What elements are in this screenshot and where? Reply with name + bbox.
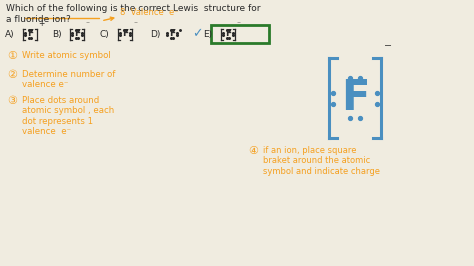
Text: B): B)	[52, 30, 62, 39]
Text: ✓: ✓	[192, 27, 202, 40]
Bar	[211, 25, 269, 43]
Text: F: F	[27, 30, 33, 39]
Text: Which of the following is the correct Lewis  structure for: Which of the following is the correct Le…	[6, 4, 261, 13]
Text: ④: ④	[248, 146, 258, 156]
Text: Determine number of
valence e⁻: Determine number of valence e⁻	[22, 70, 115, 89]
Text: ⁻: ⁻	[237, 19, 240, 28]
Text: ③: ③	[7, 96, 17, 106]
Text: C): C)	[100, 30, 110, 39]
Text: F: F	[74, 30, 80, 39]
Text: ⁻: ⁻	[384, 41, 392, 56]
Text: ②: ②	[7, 70, 17, 80]
Text: F: F	[225, 30, 231, 39]
Text: a fluoride ion?: a fluoride ion?	[6, 15, 71, 24]
Text: ①: ①	[7, 51, 17, 61]
Text: D): D)	[150, 30, 160, 39]
Text: F: F	[169, 30, 175, 39]
Text: A): A)	[5, 30, 15, 39]
Text: +: +	[38, 19, 45, 28]
Text: ⁻: ⁻	[85, 19, 90, 28]
Text: Write atomic symbol: Write atomic symbol	[22, 51, 111, 60]
Text: ⁻: ⁻	[134, 19, 137, 28]
Text: 8  Valence  e⁻: 8 Valence e⁻	[120, 8, 179, 17]
Text: Place dots around
atomic symbol , each
dot represents 1
valence  e⁻: Place dots around atomic symbol , each d…	[22, 96, 114, 136]
Text: E): E)	[203, 30, 212, 39]
Text: F: F	[122, 30, 128, 39]
Text: F: F	[341, 77, 369, 119]
Text: if an ion, place square
braket around the atomic
symbol and indicate charge: if an ion, place square braket around th…	[263, 146, 380, 176]
